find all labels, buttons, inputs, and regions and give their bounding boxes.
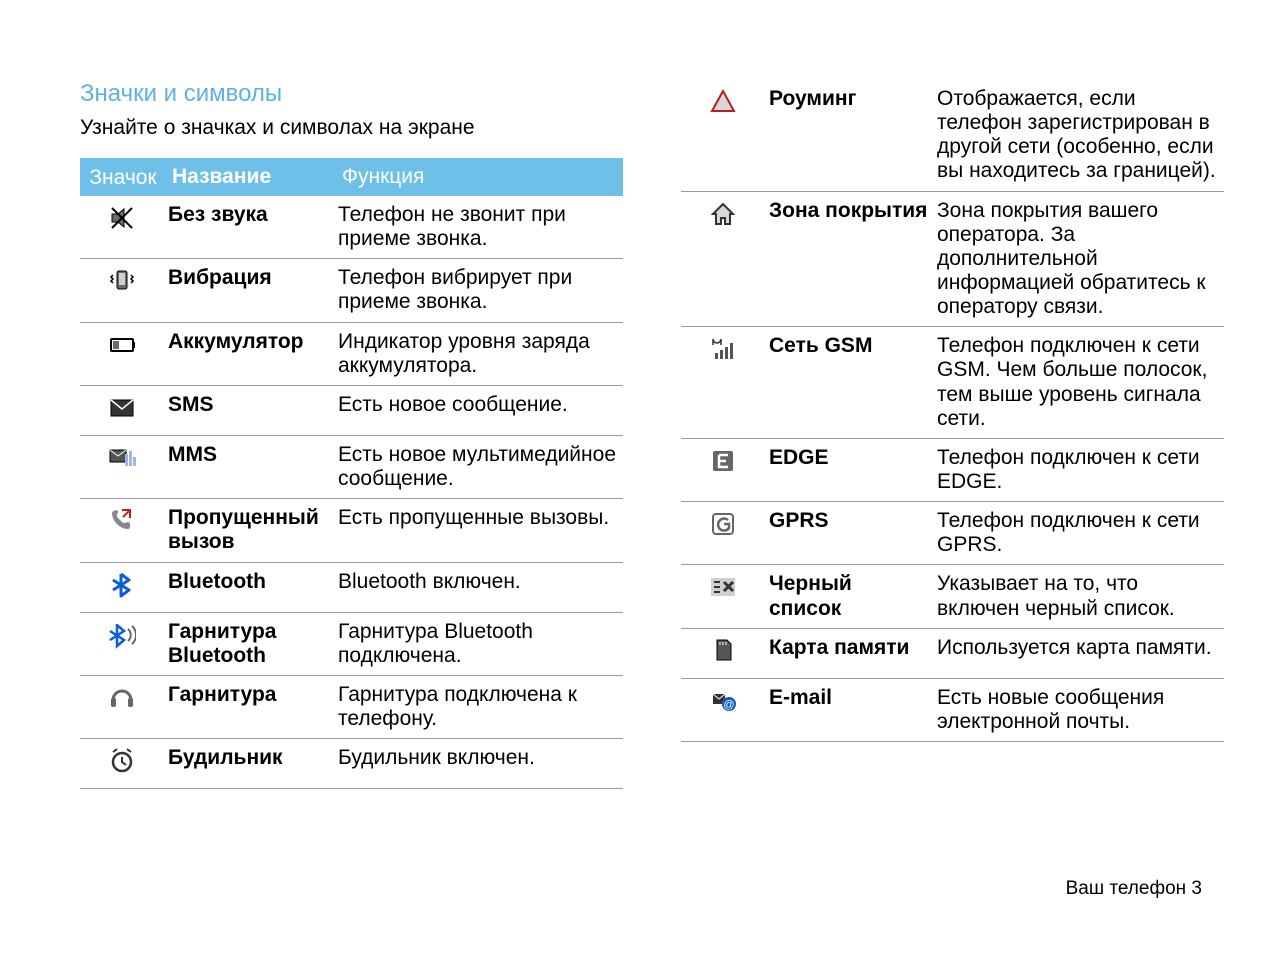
row-func: Телефон подключен к сети EDGE. (933, 438, 1224, 501)
row-func: Есть пропущенные вызовы. (334, 499, 623, 562)
row-name: Карта памяти (765, 628, 933, 678)
battery-icon (80, 322, 164, 385)
row-name: Будильник (164, 739, 334, 789)
home-zone-icon (681, 191, 765, 327)
footer-section: Ваш телефон (1066, 878, 1187, 899)
row-name: Зона покрытия (765, 191, 933, 327)
table-row: БудильникБудильник включен. (80, 739, 623, 789)
vibrate-icon (80, 259, 164, 322)
row-func: Есть новое мультимедийное сообщение. (334, 435, 623, 498)
row-name: GPRS (765, 502, 933, 565)
table-row: GPRSТелефон подключен к сети GPRS. (681, 502, 1224, 565)
row-name: E-mail (765, 678, 933, 741)
bt-headset-icon (80, 612, 164, 675)
col-header-name: Название (164, 158, 334, 196)
row-name: Роуминг (765, 80, 933, 191)
row-func: Используется карта памяти. (933, 628, 1224, 678)
icons-table-right: РоумингОтображается, если телефон зареги… (681, 80, 1224, 742)
row-name: Гарнитура Bluetooth (164, 612, 334, 675)
missed-call-icon (80, 499, 164, 562)
table-header-row: Значок Название Функция (80, 158, 623, 196)
sms-icon (80, 385, 164, 435)
row-func: Указывает на то, что включен черный спис… (933, 565, 1224, 628)
mms-icon (80, 435, 164, 498)
row-name: Без звука (164, 196, 334, 259)
table-row: Сеть GSMТелефон подключен к сети GSM. Че… (681, 327, 1224, 439)
mute-icon (80, 196, 164, 259)
table-row: BluetoothBluetooth включен. (80, 562, 623, 612)
page-subheading: Узнайте о значках и символах на экране (80, 116, 623, 140)
row-func: Bluetooth включен. (334, 562, 623, 612)
table-row: ВибрацияТелефон вибрирует при приеме зво… (80, 259, 623, 322)
blacklist-icon (681, 565, 765, 628)
bluetooth-icon (80, 562, 164, 612)
row-func: Есть новое сообщение. (334, 385, 623, 435)
row-func: Телефон подключен к сети GPRS. (933, 502, 1224, 565)
table-row: Черный списокУказывает на то, что включе… (681, 565, 1224, 628)
row-name: Аккумулятор (164, 322, 334, 385)
col-header-icon: Значок (80, 158, 164, 196)
table-row: Карта памятиИспользуется карта памяти. (681, 628, 1224, 678)
gsm-icon (681, 327, 765, 439)
row-func: Телефон подключен к сети GSM. Чем больше… (933, 327, 1224, 439)
left-column: Значки и символы Узнайте о значках и сим… (80, 80, 623, 789)
table-row: Без звукаТелефон не звонит при приеме зв… (80, 196, 623, 259)
row-name: Черный список (765, 565, 933, 628)
col-header-func: Функция (334, 158, 623, 196)
table-row: Зона покрытияЗона покрытия вашего операт… (681, 191, 1224, 327)
row-name: Вибрация (164, 259, 334, 322)
table-row: SMSЕсть новое сообщение. (80, 385, 623, 435)
table-row: Гарнитура BluetoothГарнитура Bluetooth п… (80, 612, 623, 675)
table-row: EDGEТелефон подключен к сети EDGE. (681, 438, 1224, 501)
row-func: Зона покрытия вашего оператора. За допол… (933, 191, 1224, 327)
row-name: Bluetooth (164, 562, 334, 612)
headset-icon (80, 675, 164, 738)
row-name: SMS (164, 385, 334, 435)
roaming-icon (681, 80, 765, 191)
row-name: Гарнитура (164, 675, 334, 738)
table-row: MMSЕсть новое мультимедийное сообщение. (80, 435, 623, 498)
table-row: РоумингОтображается, если телефон зареги… (681, 80, 1224, 191)
row-func: Телефон вибрирует при приеме звонка. (334, 259, 623, 322)
table-row: E-mailЕсть новые сообщения электронной п… (681, 678, 1224, 741)
footer-page: 3 (1191, 878, 1202, 899)
row-name: EDGE (765, 438, 933, 501)
right-column: РоумингОтображается, если телефон зареги… (681, 80, 1224, 789)
row-func: Будильник включен. (334, 739, 623, 789)
page-footer: Ваш телефон 3 (1066, 878, 1202, 900)
row-func: Есть новые сообщения электронной почты. (933, 678, 1224, 741)
row-func: Индикатор уровня заряда аккумулятора. (334, 322, 623, 385)
edge-icon (681, 438, 765, 501)
row-name: Сеть GSM (765, 327, 933, 439)
email-icon (681, 678, 765, 741)
table-row: ГарнитураГарнитура подключена к телефону… (80, 675, 623, 738)
row-name: MMS (164, 435, 334, 498)
table-row: АккумуляторИндикатор уровня заряда аккум… (80, 322, 623, 385)
row-name: Пропущенный вызов (164, 499, 334, 562)
icons-table-left: Значок Название Функция Без звукаТелефон… (80, 158, 623, 789)
gprs-icon (681, 502, 765, 565)
row-func: Гарнитура подключена к телефону. (334, 675, 623, 738)
page-heading: Значки и символы (80, 80, 623, 108)
table-row: Пропущенный вызовЕсть пропущенные вызовы… (80, 499, 623, 562)
row-func: Отображается, если телефон зарегистриров… (933, 80, 1224, 191)
alarm-icon (80, 739, 164, 789)
sdcard-icon (681, 628, 765, 678)
row-func: Гарнитура Bluetooth подключена. (334, 612, 623, 675)
row-func: Телефон не звонит при приеме звонка. (334, 196, 623, 259)
